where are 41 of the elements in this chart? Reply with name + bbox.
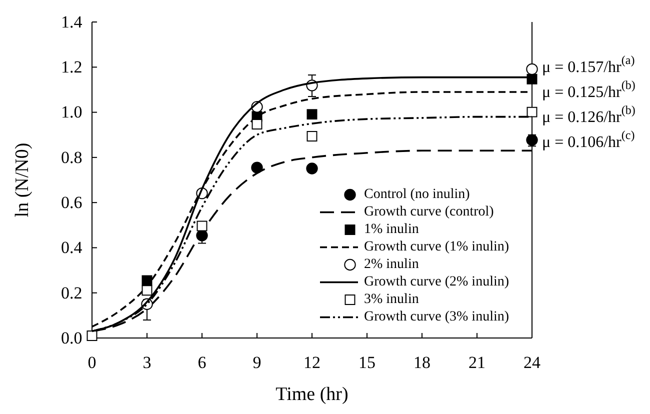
y-tick-label: 1.0: [60, 102, 82, 122]
x-tick-label: 9: [252, 353, 262, 372]
x-axis-title: Time (hr): [276, 384, 348, 405]
y-tick-label: 0.2: [60, 283, 82, 302]
point: [306, 109, 318, 120]
text: μ = 0.126/hr$^{(b)}$: [542, 102, 636, 126]
x-tick-label: 15: [358, 353, 376, 372]
x-tick-label: 18: [414, 353, 430, 372]
point: [252, 119, 262, 130]
y-tick-label: 0.0: [60, 328, 82, 348]
x-tick-label: 6: [198, 353, 206, 372]
point: [142, 285, 152, 296]
point: [526, 106, 538, 118]
y-tick-label: 0.4: [60, 238, 83, 258]
y-tick-label: 1.2: [60, 58, 82, 77]
point: [251, 162, 263, 174]
x-tick-label: 12: [304, 353, 320, 372]
x-tick-label: 3: [142, 353, 152, 372]
point: [86, 330, 98, 341]
text: μ = 0.157/hr$^{(a)}$: [542, 52, 635, 76]
x-tick-label: 24: [524, 353, 541, 372]
point: [306, 162, 318, 174]
legend-label: Control (no inulin): [364, 186, 470, 202]
legend-label: Growth curve (2% inulin): [364, 274, 510, 290]
legend-label: 3% inulin: [364, 292, 419, 307]
legend-label: 1% inulin: [364, 222, 419, 237]
text: μ = 0.125/hr$^{(b)}$: [542, 78, 636, 101]
text: μ = 0.106/hr$^{(c)}$: [542, 128, 635, 151]
point: [306, 130, 318, 142]
y-tick-label: 1.4: [60, 12, 83, 32]
legend-label: 2% inulin: [364, 256, 419, 272]
point: [196, 220, 208, 232]
y-tick-label: 0.6: [60, 193, 82, 212]
y-axis-title: ln (N/N0): [12, 142, 33, 218]
x-tick-label: 21: [468, 353, 486, 372]
y-tick-label: 0.8: [60, 148, 82, 167]
x-tick-label: 0: [88, 353, 96, 372]
legend-label: Growth curve (control): [364, 204, 494, 220]
legend-label: Growth curve (3% inulin): [364, 309, 510, 324]
point: [526, 63, 538, 76]
legend-label: Growth curve (1% inulin): [364, 239, 510, 254]
